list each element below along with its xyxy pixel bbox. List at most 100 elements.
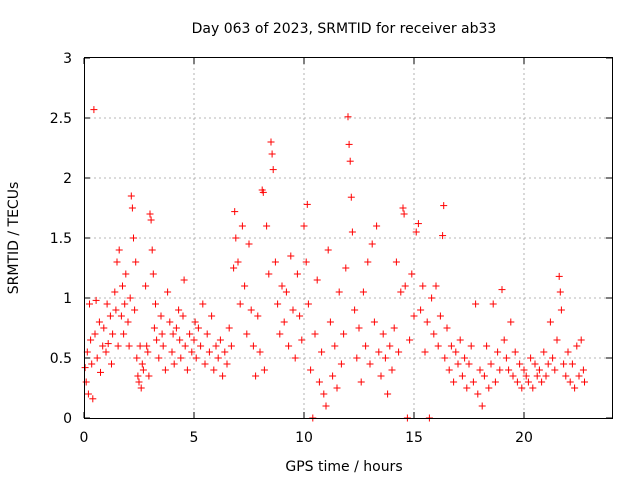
data-point bbox=[573, 342, 581, 350]
data-point bbox=[268, 150, 276, 158]
data-point bbox=[210, 366, 218, 374]
data-point bbox=[522, 372, 530, 380]
data-point bbox=[236, 300, 244, 308]
data-point bbox=[326, 318, 334, 326]
tick-labels: 0 5 10 15 20 0 0.5 1 1.5 2 2.5 3 bbox=[50, 51, 533, 446]
data-point bbox=[145, 372, 153, 380]
data-point bbox=[546, 318, 554, 326]
data-point bbox=[535, 366, 543, 374]
data-point bbox=[320, 390, 328, 398]
data-point bbox=[529, 384, 537, 392]
data-point bbox=[500, 336, 508, 344]
axis-ticks bbox=[83, 57, 612, 419]
data-point bbox=[112, 306, 120, 314]
x-tick-label: 10 bbox=[295, 430, 313, 446]
data-point bbox=[124, 318, 132, 326]
data-point bbox=[445, 366, 453, 374]
data-point bbox=[384, 390, 392, 398]
data-point bbox=[90, 106, 98, 114]
data-point bbox=[192, 354, 200, 362]
data-point bbox=[158, 330, 166, 338]
data-point bbox=[463, 384, 471, 392]
data-point bbox=[472, 300, 480, 308]
data-point bbox=[271, 258, 279, 266]
data-point bbox=[170, 360, 178, 368]
data-point bbox=[121, 300, 129, 308]
data-point bbox=[191, 318, 199, 326]
data-point bbox=[175, 306, 183, 314]
data-point bbox=[219, 372, 227, 380]
data-point bbox=[560, 360, 568, 368]
data-point bbox=[285, 342, 293, 350]
data-point bbox=[223, 360, 231, 368]
data-point bbox=[553, 336, 561, 344]
y-tick-label: 1 bbox=[63, 291, 72, 307]
data-point bbox=[203, 330, 211, 338]
data-point bbox=[366, 360, 374, 368]
data-point bbox=[505, 366, 513, 374]
y-tick-label: 2 bbox=[63, 171, 72, 187]
data-point bbox=[276, 330, 284, 338]
data-point bbox=[381, 354, 389, 362]
data-point bbox=[234, 258, 242, 266]
data-point bbox=[216, 336, 224, 344]
data-point bbox=[329, 372, 337, 380]
data-point bbox=[370, 318, 378, 326]
data-point bbox=[87, 336, 95, 344]
data-point bbox=[542, 372, 550, 380]
data-point bbox=[134, 372, 142, 380]
data-point bbox=[263, 222, 271, 230]
data-point bbox=[144, 348, 152, 356]
data-point bbox=[551, 366, 559, 374]
data-point bbox=[568, 360, 576, 368]
data-point bbox=[225, 324, 233, 332]
data-point bbox=[498, 286, 506, 294]
data-point bbox=[337, 360, 345, 368]
data-point bbox=[465, 360, 473, 368]
data-point bbox=[282, 288, 290, 296]
data-point bbox=[126, 294, 134, 302]
data-point bbox=[315, 378, 323, 386]
data-point bbox=[149, 270, 157, 278]
data-point bbox=[581, 378, 588, 386]
data-point bbox=[122, 270, 130, 278]
data-point bbox=[157, 312, 165, 320]
data-point bbox=[395, 348, 403, 356]
data-point bbox=[324, 246, 332, 254]
data-point bbox=[127, 192, 135, 200]
data-point bbox=[557, 306, 565, 314]
data-point bbox=[287, 252, 295, 260]
data-point bbox=[172, 324, 180, 332]
data-point bbox=[368, 240, 376, 248]
data-point bbox=[377, 372, 385, 380]
data-point bbox=[117, 312, 125, 320]
data-point bbox=[164, 288, 172, 296]
data-point bbox=[474, 390, 482, 398]
y-tick-label: 1.5 bbox=[50, 231, 72, 247]
data-point bbox=[399, 204, 407, 212]
data-point bbox=[331, 342, 339, 350]
data-point bbox=[128, 204, 136, 212]
data-point bbox=[487, 360, 495, 368]
data-point bbox=[146, 210, 154, 218]
y-tick-label: 2.5 bbox=[50, 111, 72, 127]
data-point bbox=[340, 330, 348, 338]
data-point bbox=[188, 348, 196, 356]
data-point bbox=[400, 210, 408, 218]
data-point bbox=[181, 342, 189, 350]
data-point bbox=[379, 330, 387, 338]
data-point bbox=[335, 288, 343, 296]
data-point bbox=[243, 330, 251, 338]
data-point bbox=[408, 270, 416, 278]
data-point bbox=[351, 306, 359, 314]
data-point bbox=[212, 342, 220, 350]
data-point bbox=[443, 324, 451, 332]
data-point bbox=[423, 318, 431, 326]
data-point bbox=[95, 318, 103, 326]
data-point bbox=[265, 270, 273, 278]
data-point bbox=[480, 372, 488, 380]
data-point bbox=[373, 222, 381, 230]
data-point bbox=[556, 288, 564, 296]
data-point bbox=[419, 282, 427, 290]
data-point bbox=[489, 300, 497, 308]
